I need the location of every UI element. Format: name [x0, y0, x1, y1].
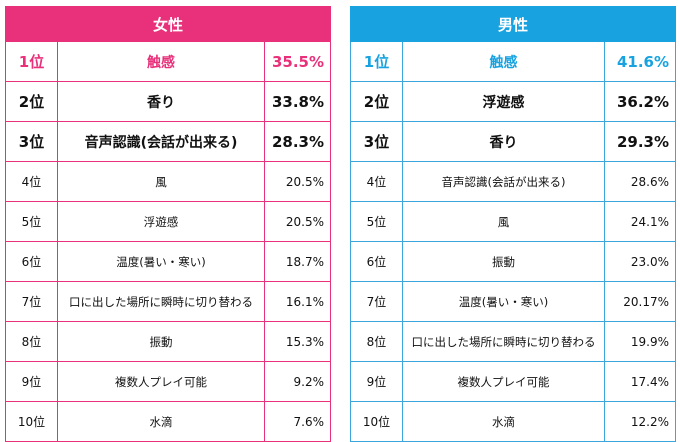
- table-row: 5位 浮遊感 20.5%: [5, 201, 332, 242]
- percent-cell: 41.6%: [603, 41, 677, 82]
- table-row: 3位 香り 29.3%: [350, 121, 677, 162]
- percent-cell: 33.8%: [263, 81, 332, 122]
- percent-cell: 15.3%: [263, 321, 332, 362]
- male-rows: 1位 触感 41.6% 2位 浮遊感 36.2% 3位 香り 29.3% 4位 音声認識(会話が出来…: [350, 41, 677, 442]
- table-row: 2位 浮遊感 36.2%: [350, 81, 677, 122]
- percent-cell: 16.1%: [263, 281, 332, 322]
- table-row: 9位 複数人プレイ可能 17.4%: [350, 361, 677, 402]
- percent-cell: 7.6%: [263, 401, 332, 442]
- table-row: 6位 温度(暑い・寒い) 18.7%: [5, 241, 332, 282]
- percent-cell: 35.5%: [263, 41, 332, 82]
- male-ranking-table: 男性 1位 触感 41.6% 2位 浮遊感 36.2% 3位 香り 29.3% 4位 音声認識(会話…: [349, 6, 677, 442]
- percent-cell: 20.5%: [263, 161, 332, 202]
- item-cell: 温度(暑い・寒い): [402, 281, 605, 322]
- item-cell: 浮遊感: [402, 81, 605, 122]
- item-cell: 浮遊感: [57, 201, 265, 242]
- table-row: 5位風 24.1%: [350, 201, 677, 242]
- table-row: 7位 温度(暑い・寒い) 20.17%: [350, 281, 677, 322]
- female-ranking-table: 女性 1位 触感 35.5% 2位 香り 33.8% 3位 音声認識(会話が出来る) 28.3%…: [4, 6, 332, 442]
- female-table-title: 女性: [4, 6, 332, 42]
- table-row: 4位 音声認識(会話が出来る) 28.6%: [350, 161, 677, 202]
- percent-cell: 19.9%: [603, 321, 677, 362]
- rank-cell: 8位: [350, 321, 403, 362]
- rank-cell: 10位: [350, 401, 403, 442]
- rank-cell: 3位: [5, 121, 58, 162]
- rank-cell: 6位: [5, 241, 58, 282]
- rank-cell: 4位: [350, 161, 403, 202]
- item-cell: 触感: [57, 41, 265, 82]
- table-row: 2位 香り 33.8%: [5, 81, 332, 122]
- item-cell: 風: [402, 201, 605, 242]
- table-row: 10位 水滴 12.2%: [350, 401, 677, 442]
- item-cell: 触感: [402, 41, 605, 82]
- item-cell: 音声認識(会話が出来る): [402, 161, 605, 202]
- percent-cell: 29.3%: [603, 121, 677, 162]
- rank-cell: 3位: [350, 121, 403, 162]
- rank-cell: 7位: [350, 281, 403, 322]
- percent-cell: 17.4%: [603, 361, 677, 402]
- rank-cell: 2位: [5, 81, 58, 122]
- rank-cell: 5位: [5, 201, 58, 242]
- table-row: 10位 水滴 7.6%: [5, 401, 332, 442]
- percent-cell: 28.3%: [263, 121, 332, 162]
- percent-cell: 18.7%: [263, 241, 332, 282]
- table-row: 1位 触感 35.5%: [5, 41, 332, 82]
- rank-cell: 2位: [350, 81, 403, 122]
- table-row: 6位 振動 23.0%: [350, 241, 677, 282]
- item-cell: 温度(暑い・寒い): [57, 241, 265, 282]
- percent-cell: 20.17%: [603, 281, 677, 322]
- percent-cell: 20.5%: [263, 201, 332, 242]
- item-cell: 音声認識(会話が出来る): [57, 121, 265, 162]
- item-cell: 水滴: [57, 401, 265, 442]
- rank-cell: 6位: [350, 241, 403, 282]
- percent-cell: 36.2%: [603, 81, 677, 122]
- table-row: 8位 振動 15.3%: [5, 321, 332, 362]
- item-cell: 振動: [57, 321, 265, 362]
- item-cell: 水滴: [402, 401, 605, 442]
- female-rows: 1位 触感 35.5% 2位 香り 33.8% 3位 音声認識(会話が出来る) 28.3% 4位風…: [5, 41, 332, 442]
- item-cell: 口に出した場所に瞬時に切り替わる: [402, 321, 605, 362]
- item-cell: 複数人プレイ可能: [57, 361, 265, 402]
- table-row: 3位 音声認識(会話が出来る) 28.3%: [5, 121, 332, 162]
- percent-cell: 12.2%: [603, 401, 677, 442]
- item-cell: 香り: [57, 81, 265, 122]
- percent-cell: 23.0%: [603, 241, 677, 282]
- rank-cell: 9位: [5, 361, 58, 402]
- table-row: 4位風 20.5%: [5, 161, 332, 202]
- rank-cell: 1位: [350, 41, 403, 82]
- rank-cell: 4位: [5, 161, 58, 202]
- percent-cell: 9.2%: [263, 361, 332, 402]
- item-cell: 風: [57, 161, 265, 202]
- male-table-title: 男性: [349, 6, 677, 42]
- rank-cell: 7位: [5, 281, 58, 322]
- rank-cell: 8位: [5, 321, 58, 362]
- table-row: 8位 口に出した場所に瞬時に切り替わる 19.9%: [350, 321, 677, 362]
- item-cell: 口に出した場所に瞬時に切り替わる: [57, 281, 265, 322]
- item-cell: 振動: [402, 241, 605, 282]
- rank-cell: 9位: [350, 361, 403, 402]
- rank-cell: 5位: [350, 201, 403, 242]
- rank-cell: 10位: [5, 401, 58, 442]
- rank-cell: 1位: [5, 41, 58, 82]
- percent-cell: 28.6%: [603, 161, 677, 202]
- table-row: 1位 触感 41.6%: [350, 41, 677, 82]
- table-row: 7位 口に出した場所に瞬時に切り替わる 16.1%: [5, 281, 332, 322]
- item-cell: 複数人プレイ可能: [402, 361, 605, 402]
- percent-cell: 24.1%: [603, 201, 677, 242]
- table-row: 9位 複数人プレイ可能 9.2%: [5, 361, 332, 402]
- item-cell: 香り: [402, 121, 605, 162]
